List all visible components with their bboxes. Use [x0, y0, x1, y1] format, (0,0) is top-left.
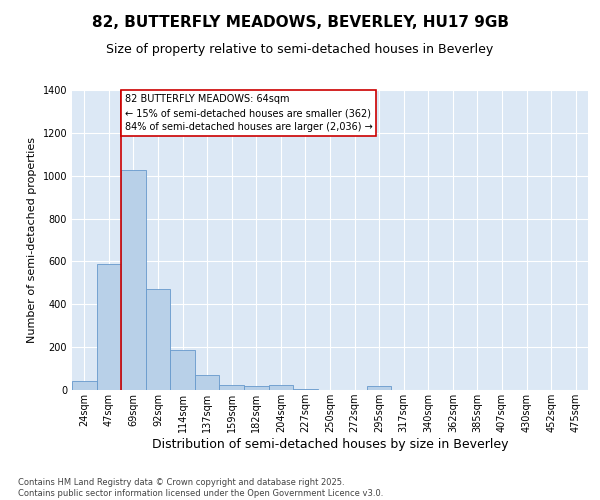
Text: Size of property relative to semi-detached houses in Beverley: Size of property relative to semi-detach…	[106, 42, 494, 56]
Bar	[220, 384, 244, 390]
Bar	[195, 375, 220, 390]
Bar	[121, 170, 146, 390]
X-axis label: Distribution of semi-detached houses by size in Beverley: Distribution of semi-detached houses by …	[152, 438, 508, 451]
Bar	[146, 290, 170, 390]
Text: 82, BUTTERFLY MEADOWS, BEVERLEY, HU17 9GB: 82, BUTTERFLY MEADOWS, BEVERLEY, HU17 9G…	[91, 15, 509, 30]
Bar	[97, 264, 121, 390]
Text: 82 BUTTERFLY MEADOWS: 64sqm
← 15% of semi-detached houses are smaller (362)
84% : 82 BUTTERFLY MEADOWS: 64sqm ← 15% of sem…	[125, 94, 373, 132]
Bar	[72, 382, 97, 390]
Y-axis label: Number of semi-detached properties: Number of semi-detached properties	[27, 137, 37, 343]
Bar	[170, 350, 195, 390]
Bar	[293, 389, 318, 390]
Bar	[269, 384, 293, 390]
Bar	[244, 386, 269, 390]
Bar	[367, 386, 391, 390]
Text: Contains HM Land Registry data © Crown copyright and database right 2025.
Contai: Contains HM Land Registry data © Crown c…	[18, 478, 383, 498]
